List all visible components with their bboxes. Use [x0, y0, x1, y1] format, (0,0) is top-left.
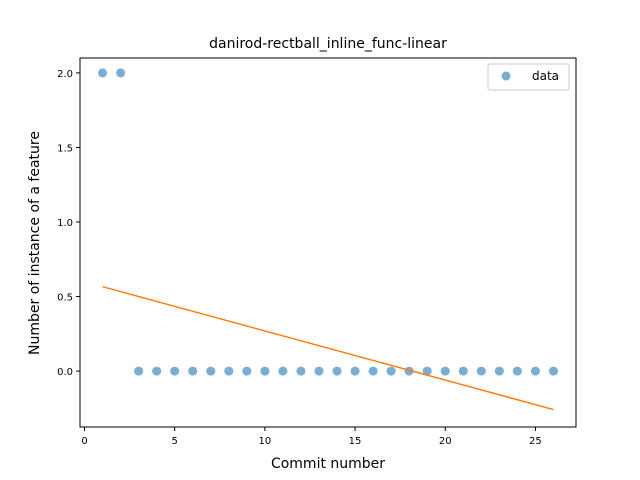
data-point [548, 366, 558, 376]
x-tick-label: 10 [259, 436, 272, 447]
legend-label: data [532, 69, 559, 83]
data-point [242, 366, 252, 376]
data-point [530, 366, 540, 376]
x-tick-label: 5 [172, 436, 178, 447]
data-point [368, 366, 378, 376]
data-point [116, 68, 126, 78]
trend-line [102, 285, 554, 411]
x-tick-label: 20 [439, 436, 452, 447]
y-tick-label: 1.0 [57, 218, 73, 229]
y-axis: 0.0 0.5 1.0 1.5 2.0 [57, 69, 80, 378]
plot-area [98, 68, 558, 411]
y-tick-label: 0.0 [57, 367, 73, 378]
data-point [494, 366, 504, 376]
data-point [206, 366, 216, 376]
data-point [134, 366, 144, 376]
data-point [188, 366, 198, 376]
data-point [278, 366, 288, 376]
data-point [260, 366, 270, 376]
data-point [440, 366, 450, 376]
chart-title: danirod-rectball_inline_func-linear [209, 36, 447, 52]
axes-frame [79, 57, 577, 428]
x-axis: 0 5 10 15 20 25 [81, 427, 542, 447]
legend-marker [501, 71, 511, 81]
data-point [404, 366, 414, 376]
y-tick-label: 1.5 [57, 143, 73, 154]
data-point [512, 366, 522, 376]
x-axis-label: Commit number [271, 456, 385, 472]
data-point [458, 366, 468, 376]
data-point [314, 366, 324, 376]
data-point [350, 366, 360, 376]
data-point [386, 366, 396, 376]
legend: data [487, 63, 570, 91]
data-point [422, 366, 432, 376]
data-point [224, 366, 234, 376]
data-point [98, 68, 108, 78]
data-point [170, 366, 180, 376]
x-tick-label: 15 [349, 436, 362, 447]
y-tick-label: 0.5 [57, 293, 73, 304]
y-tick-label: 2.0 [57, 69, 73, 80]
data-point [332, 366, 342, 376]
x-tick-label: 25 [529, 436, 542, 447]
data-point [152, 366, 162, 376]
x-tick-label: 0 [81, 436, 87, 447]
data-point [476, 366, 486, 376]
data-point [296, 366, 306, 376]
y-axis-label: Number of instance of a feature [27, 131, 43, 355]
legend-box [487, 63, 570, 91]
